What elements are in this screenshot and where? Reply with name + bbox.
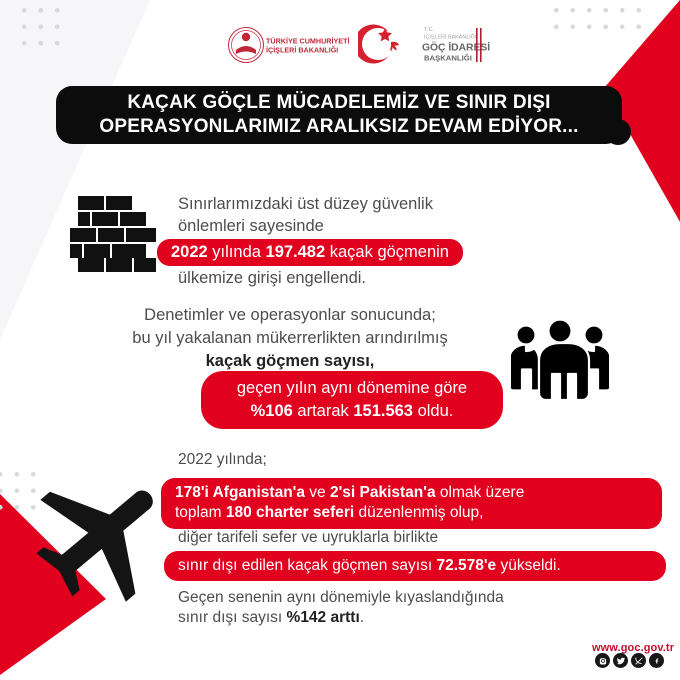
svg-text:T.C.: T.C. [424,27,434,33]
svg-text:İÇİŞLERİ BAKANLIĞI: İÇİŞLERİ BAKANLIĞI [424,34,476,41]
svg-text:GÖÇ İDARESİ: GÖÇ İDARESİ [422,41,490,54]
svg-text:İÇİŞLERİ BAKANLIĞI: İÇİŞLERİ BAKANLIĞI [266,46,338,55]
svg-text:BAŞKANLIĞI: BAŞKANLIĞI [424,54,472,63]
svg-text:TÜRKİYE CUMHURİYETİ: TÜRKİYE CUMHURİYETİ [266,37,349,46]
